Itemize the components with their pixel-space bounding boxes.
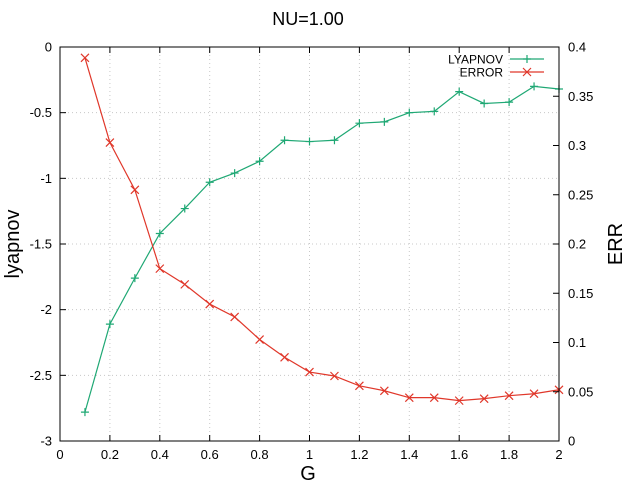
error-data-point [80, 53, 90, 63]
lyapnov-data-point [330, 136, 339, 145]
y-tick-label: -3 [40, 434, 52, 449]
lyapnov-data-point [130, 274, 139, 283]
lyapnov-data-point [280, 136, 289, 145]
error-data-point [230, 312, 240, 322]
y2-tick-label: 0.35 [568, 89, 593, 104]
lyapnov-data-point [80, 408, 89, 417]
lyapnov-data-point [305, 137, 314, 146]
error-data-point [205, 299, 215, 309]
x-tick-label: 0.2 [101, 447, 119, 462]
x-tick-label: 1.4 [400, 447, 418, 462]
error-data-point [330, 371, 339, 381]
legend-marker-lyapnov [523, 55, 531, 63]
x-tick-label: 1.8 [500, 447, 518, 462]
lyapnov-data-point [180, 204, 189, 213]
lyapnov-data-point [355, 119, 364, 128]
y2-tick-label: 0.1 [568, 335, 586, 350]
lyapnov-series-line [84, 85, 560, 413]
x-axis-label: G [300, 463, 316, 480]
lyapnov-data-point [255, 157, 264, 166]
y2-tick-label: 0.05 [568, 384, 593, 399]
error-data-point [255, 335, 265, 344]
x-tick-label: 1.2 [350, 447, 368, 462]
lyapnov-data-point [455, 87, 464, 96]
grid [60, 47, 559, 441]
error-data-point [305, 367, 314, 377]
lyapnov-data-point [480, 99, 489, 108]
lyapnov-data-point [155, 229, 164, 238]
error-data-point [354, 381, 364, 391]
legend-label-lyapnov: LYAPNOV [448, 53, 503, 67]
y-tick-label: -0.5 [30, 105, 52, 120]
lyapnov-data-point [380, 117, 389, 126]
error-data-point [404, 393, 414, 403]
legend-label-error: ERROR [460, 66, 504, 80]
error-data-point [504, 391, 514, 401]
y2-tick-label: 0.4 [568, 40, 586, 55]
x-tick-label: 2 [555, 447, 562, 462]
y2-tick-label: 0.3 [568, 138, 586, 153]
error-data-point [180, 279, 190, 289]
lyapnov-data-point [205, 178, 214, 187]
y-tick-label: 0 [45, 40, 52, 55]
lyapnov-data-point [530, 82, 539, 91]
lyapnov-data-point [230, 169, 239, 178]
error-data-point [155, 264, 165, 274]
x-tick-label: 0.8 [251, 447, 269, 462]
y-tick-label: -1.5 [30, 237, 52, 252]
lyapnov-data-point [105, 320, 114, 329]
lyapnov-data-point [505, 98, 514, 107]
y-tick-label: -2 [40, 302, 52, 317]
x-tick-label: 1.6 [450, 447, 468, 462]
error-series-line [84, 57, 560, 402]
ticks: 0 0.2 0.4 0.6 0.8 1 1.2 1.4 1.6 1.8 20-0.5-1-1.5-2… [30, 40, 594, 463]
lyapnov-data-point [405, 108, 414, 117]
x-tick-label: 0 [56, 447, 63, 462]
y-tick-label: -1 [40, 171, 52, 186]
error-data-point [479, 394, 489, 404]
y2-axis-label: ERR [605, 223, 627, 265]
x-tick-label: 0.6 [201, 447, 219, 462]
chart-title: NU=1.00 [272, 9, 344, 29]
error-data-point [105, 138, 115, 147]
error-data-point [130, 185, 140, 195]
error-data-point [429, 393, 439, 403]
y-tick-label: -2.5 [30, 368, 52, 383]
legend-marker-error [522, 67, 532, 77]
x-tick-label: 0.4 [151, 447, 169, 462]
y2-tick-label: 0.15 [568, 286, 593, 301]
lyapnov-data-point [430, 107, 439, 116]
y-axis-label: lyapnov [2, 210, 24, 279]
error-data-point [454, 396, 464, 406]
error-data-point [379, 386, 389, 396]
x-tick-label: 1 [306, 447, 313, 462]
error-data-point [529, 389, 539, 399]
y2-tick-label: 0 [568, 434, 575, 449]
y2-tick-label: 0.25 [568, 187, 593, 202]
error-data-point [280, 352, 289, 362]
y2-tick-label: 0.2 [568, 237, 586, 252]
series [80, 53, 564, 417]
